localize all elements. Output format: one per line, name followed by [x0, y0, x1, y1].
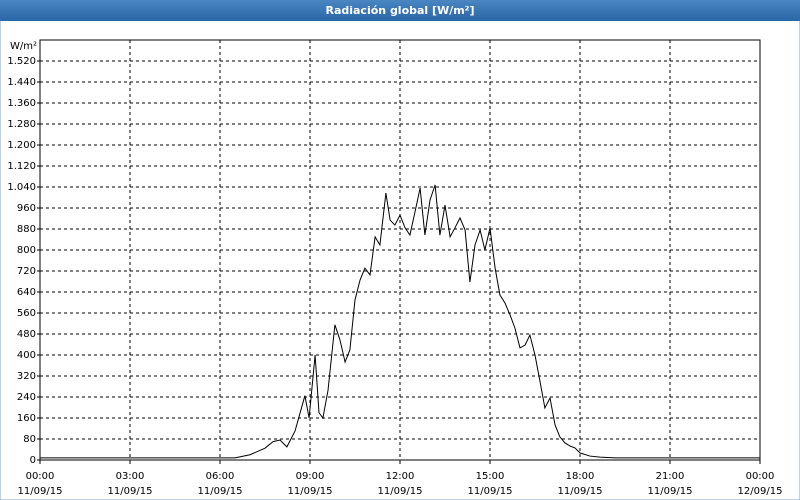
y-tick-label: 80	[23, 434, 36, 445]
y-tick-label: 1.280	[7, 119, 36, 130]
x-tick-label: 15:00	[476, 471, 505, 482]
x-tick-date: 11/09/15	[288, 486, 333, 497]
x-tick-date: 11/09/15	[558, 486, 603, 497]
x-tick-date: 11/09/15	[18, 486, 63, 497]
x-tick-label: 00:00	[746, 471, 775, 482]
y-tick-label: 480	[17, 329, 36, 340]
y-tick-label: 960	[17, 203, 36, 214]
y-tick-label: 1.440	[7, 77, 36, 88]
y-tick-label: 640	[17, 287, 36, 298]
data-line	[40, 184, 760, 459]
y-tick-label: 720	[17, 266, 36, 277]
y-tick-label: 160	[17, 413, 36, 424]
y-tick-label: 1.120	[7, 161, 36, 172]
y-tick-label: 320	[17, 371, 36, 382]
x-tick-label: 18:00	[566, 471, 595, 482]
x-tick-date: 11/09/15	[198, 486, 243, 497]
y-tick-label: 0	[30, 455, 36, 466]
y-tick-label: 1.200	[7, 140, 36, 151]
x-tick-label: 21:00	[656, 471, 685, 482]
x-tick-label: 09:00	[296, 471, 325, 482]
y-tick-label: 400	[17, 350, 36, 361]
x-tick-date: 11/09/15	[468, 486, 513, 497]
y-unit: W/m²	[10, 41, 37, 52]
x-tick-date: 11/09/15	[378, 486, 423, 497]
y-tick-label: 800	[17, 245, 36, 256]
y-tick-label: 560	[17, 308, 36, 319]
x-tick-label: 06:00	[206, 471, 235, 482]
x-tick-date: 11/09/15	[108, 486, 153, 497]
y-tick-label: 880	[17, 224, 36, 235]
title-bar	[0, 0, 800, 21]
x-tick-label: 00:00	[26, 471, 55, 482]
y-tick-label: 1.360	[7, 98, 36, 109]
x-tick-date: 11/09/15	[648, 486, 693, 497]
y-tick-label: 1.520	[7, 56, 36, 67]
chart-title: Radiación global [W/m²]	[325, 4, 474, 17]
y-tick-label: 240	[17, 392, 36, 403]
x-tick-label: 03:00	[116, 471, 145, 482]
y-tick-label: 1.040	[7, 182, 36, 193]
x-tick-label: 12:00	[386, 471, 415, 482]
x-tick-date: 12/09/15	[738, 486, 783, 497]
